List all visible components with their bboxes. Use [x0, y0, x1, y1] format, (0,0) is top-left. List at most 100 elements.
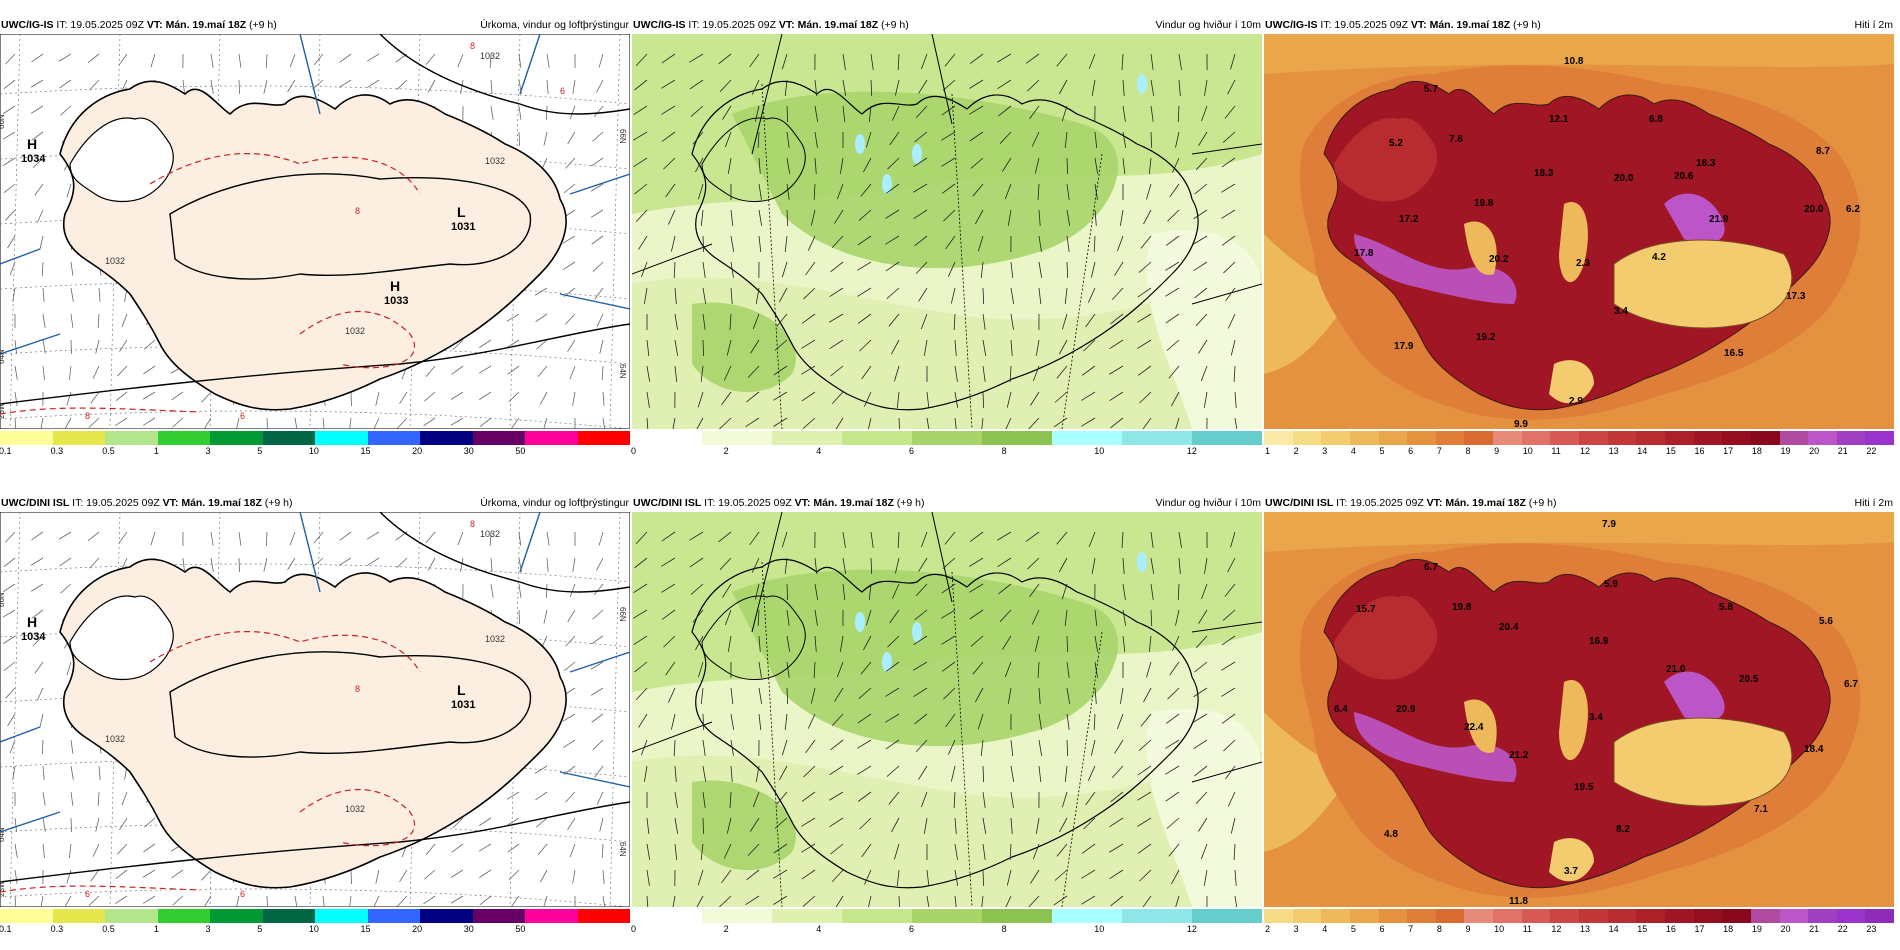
wind-arrow	[36, 209, 44, 223]
wind-arrow	[1175, 609, 1180, 626]
wind-arrow	[479, 391, 492, 400]
isobar-label: 8	[85, 411, 90, 421]
wind-arrow	[774, 339, 788, 351]
wind-arrow	[997, 79, 1012, 90]
wind-arrow	[41, 739, 44, 755]
colorbar-swatch	[1407, 909, 1436, 923]
wind-arrow	[40, 895, 44, 907]
wind-arrow	[1061, 583, 1068, 600]
wind-arrow	[1081, 869, 1096, 879]
colorbar-swatch	[632, 909, 702, 923]
wind-arrow	[3, 79, 16, 90]
isobar-label: 1032	[480, 529, 500, 539]
isobar-label: 1032	[345, 326, 365, 336]
wind-arrow	[396, 557, 408, 568]
wind-arrow	[563, 183, 576, 194]
colorbar-tick-label: 15	[360, 446, 371, 456]
wind-arrow	[349, 417, 352, 429]
colorbar-swatch	[1378, 909, 1408, 923]
wind-arrow	[918, 765, 928, 780]
wind-arrow	[294, 417, 298, 429]
wind-arrow	[489, 53, 492, 68]
wind-arrow	[479, 895, 492, 906]
colorbar-swatch	[1122, 909, 1192, 923]
wind-arrow	[30, 105, 44, 114]
temperature-value: 3.7	[1564, 866, 1578, 877]
graticule-label: 64N	[618, 842, 627, 857]
wind-arrow	[700, 365, 704, 382]
wind-arrow	[546, 557, 549, 572]
wind-arrow	[1165, 713, 1180, 724]
wind-arrow	[1081, 391, 1096, 401]
wind-arrow	[814, 635, 817, 652]
wind-arrow	[596, 557, 604, 571]
colorbar-tick-label: 0.3	[50, 446, 64, 456]
colorbar-tick-label: 0.1	[0, 446, 12, 456]
isobar-label: 6	[240, 411, 245, 421]
wind-arrow	[1094, 687, 1097, 704]
wind-arrow	[142, 869, 156, 878]
wind-arrow	[602, 391, 605, 406]
wind-arrow	[563, 739, 576, 748]
wind-arrow	[633, 131, 648, 141]
graticule-label: 64N	[0, 827, 6, 842]
wind-arrow	[920, 791, 928, 808]
colorbar-swatch	[1579, 909, 1608, 923]
wind-arrow	[923, 817, 928, 834]
wind-arrow	[895, 79, 900, 96]
colorbar-tick-label: 8	[1001, 446, 1007, 456]
wind-arrow	[831, 713, 844, 726]
wind-arrow	[32, 157, 44, 169]
wind-arrow	[950, 287, 956, 304]
wind-arrow	[313, 531, 324, 544]
wind-arrow	[1032, 843, 1040, 860]
wind-arrow	[399, 869, 408, 883]
wind-arrow	[569, 365, 576, 380]
wind-arrow	[602, 417, 606, 429]
wind-arrow	[857, 313, 872, 324]
wind-arrow	[1150, 557, 1155, 574]
wind-arrow	[599, 339, 604, 354]
wind-arrow	[1066, 739, 1069, 757]
colorbar-ticks: 2 3 4 5 6 7 8 9 10 11 12 13 14 15 16 17 18 19 20 21 22 23	[1264, 924, 1894, 936]
graticule-label: 66N	[0, 114, 6, 129]
wind-arrow	[1066, 235, 1070, 252]
colorbar	[632, 431, 1262, 445]
colorbar-tick-label: 0.5	[102, 446, 115, 456]
iceland-coastline	[691, 80, 1199, 411]
wind-arrow	[1168, 843, 1180, 857]
wind-arrow	[14, 417, 17, 429]
wind-arrow	[95, 339, 100, 354]
wind-arrow	[1177, 583, 1180, 601]
forecast-offset: (+9 h)	[264, 497, 293, 509]
temperature-value: 8.7	[1816, 146, 1830, 157]
wind-arrow	[914, 609, 928, 621]
map-area: H 1034 L 1031 1032 1032 1032 1032 8 8 6 6 66N 64N 23W 6…	[0, 512, 630, 907]
wind-arrow	[450, 895, 464, 904]
wind-arrow	[723, 843, 732, 859]
wind-arrow	[1233, 843, 1236, 860]
wind-arrow	[1109, 817, 1124, 828]
colorbar-swatch	[1493, 431, 1522, 445]
wind-arrow	[2, 609, 16, 618]
wind-arrow	[572, 557, 576, 572]
wind-arrow	[696, 895, 704, 907]
wind-arrow	[115, 869, 128, 879]
colorbar-swatch	[1464, 909, 1494, 923]
wind-arrow	[886, 765, 900, 777]
wind-arrow	[1007, 687, 1012, 704]
colorbar-swatch	[315, 431, 368, 445]
colorbar-tick-label: 7	[1408, 924, 1414, 934]
wind-arrow	[913, 661, 928, 671]
temperature-value: 6.2	[1846, 204, 1860, 215]
wind-arrow	[646, 391, 650, 408]
wind-arrow	[868, 583, 872, 600]
wind-arrow	[1094, 131, 1098, 148]
wind-arrow	[1201, 105, 1208, 122]
valid-time: VT: Mán. 19.maí 18Z	[162, 497, 262, 509]
colorbar-tick-label: 50	[515, 924, 526, 934]
init-time: IT: 19.05.2025 09Z	[72, 497, 160, 509]
colorbar	[0, 431, 630, 445]
wind-arrow	[42, 765, 45, 780]
wind-arrow	[1142, 895, 1152, 907]
